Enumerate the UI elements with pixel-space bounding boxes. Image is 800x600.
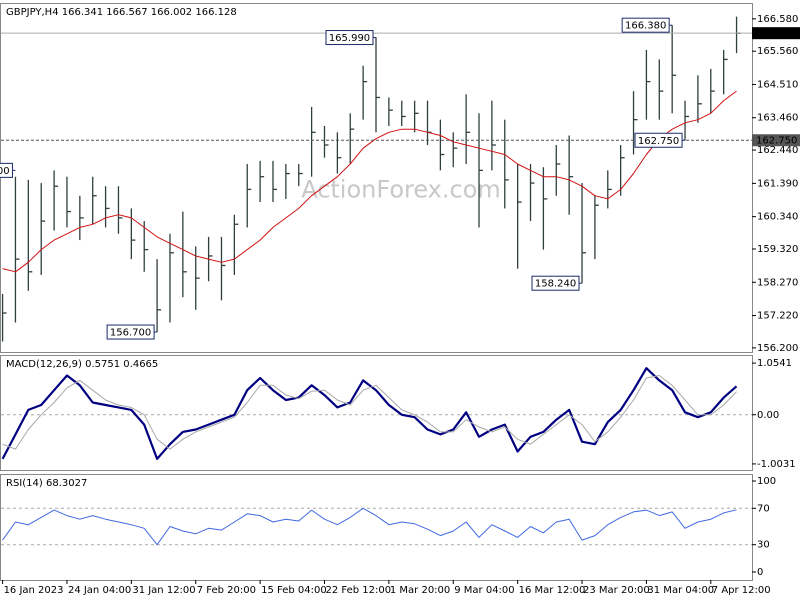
panel-title: RSI(14) 68.3027	[6, 478, 87, 489]
x-tick-label: 1 Mar 20:00	[390, 585, 450, 596]
x-tick-label: 31 Jan 12:00	[132, 585, 195, 596]
y-tick-label: 161.390	[757, 178, 798, 189]
x-tick-label: 23 Mar 20:00	[583, 585, 650, 596]
panel-title: GBPJPY,H4 166.341 166.567 166.002 166.12…	[6, 7, 237, 18]
y-tick-label: 70	[757, 503, 770, 514]
y-tick-label: 163.460	[757, 113, 798, 124]
annotation-box	[0, 162, 13, 178]
y-tick-label: 159.320	[757, 244, 798, 255]
x-tick-label: 22 Feb 12:00	[325, 585, 391, 596]
panel-frame	[0, 474, 753, 581]
price-label-box	[752, 27, 800, 40]
indicator-line	[2, 90, 737, 273]
y-tick-label: 165.560	[757, 46, 798, 57]
x-tick-label: 7 Feb 20:00	[197, 585, 256, 596]
x-tick-label: 31 Mar 04:00	[647, 585, 714, 596]
x-tick-label: 16 Jan 2023	[4, 585, 64, 596]
indicator-line	[1, 367, 738, 460]
y-tick-label: 158.270	[757, 277, 798, 288]
annotation-label: 166.380	[625, 21, 666, 32]
y-tick-label: 157.220	[757, 311, 798, 322]
price-label: 166.128	[756, 28, 797, 39]
x-tick-label: 16 Mar 12:00	[519, 585, 586, 596]
y-tick-label: 164.510	[757, 79, 798, 90]
y-tick-label: 0	[757, 567, 763, 578]
annotation-label: 158.240	[535, 279, 576, 290]
x-tick-label: 24 Jan 04:00	[68, 585, 131, 596]
y-tick-label: -1.0031	[757, 459, 796, 470]
y-tick-label: 156.200	[757, 343, 798, 354]
annotation-label: 161.800	[0, 166, 10, 177]
y-tick-label: 100	[757, 476, 776, 487]
indicator-line	[2, 507, 737, 546]
annotation-label: 165.990	[329, 33, 370, 44]
x-tick-label: 15 Feb 04:00	[261, 585, 327, 596]
watermark: ActionForex.com	[301, 176, 501, 204]
x-tick-label: 9 Mar 04:00	[454, 585, 514, 596]
x-tick-label: 7 Apr 12:00	[712, 585, 771, 596]
annotation-label: 156.700	[110, 328, 151, 339]
panel-frame	[0, 3, 753, 353]
price-label-box	[752, 134, 800, 147]
indicator-line	[2, 375, 737, 450]
y-tick-label: 1.0541	[757, 358, 792, 369]
annotation-label: 162.750	[638, 136, 679, 147]
panel-title: MACD(12,26,9) 0.5751 0.4665	[6, 359, 158, 370]
y-tick-label: 30	[757, 540, 770, 551]
y-tick-label: 166.580	[757, 14, 798, 25]
price-label: 162.750	[756, 135, 797, 146]
y-tick-label: 160.340	[757, 212, 798, 223]
y-tick-label: 0.00	[757, 410, 779, 421]
panel-frame	[0, 355, 753, 471]
y-tick-label: 162.440	[757, 145, 798, 156]
